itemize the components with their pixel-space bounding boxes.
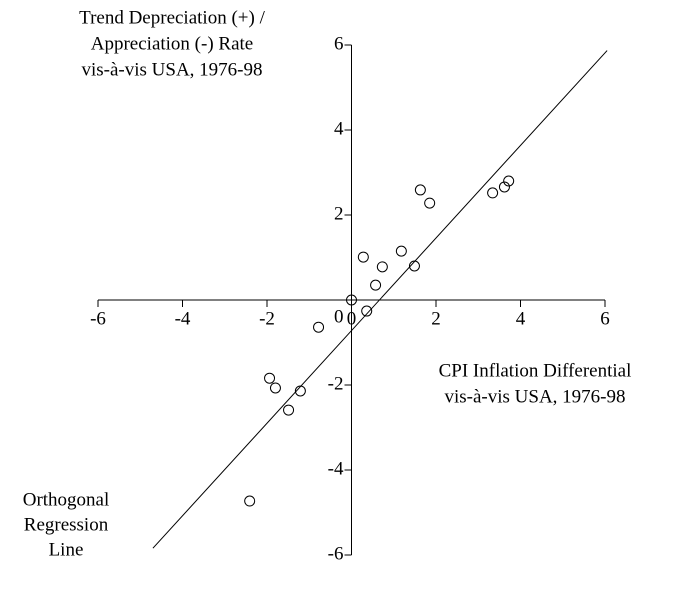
x-tick-label: -6 xyxy=(90,308,106,329)
point xyxy=(498,181,510,193)
point xyxy=(361,305,373,317)
regression-line xyxy=(152,50,608,549)
x-tick-label: -2 xyxy=(259,308,275,329)
point xyxy=(408,260,420,272)
point xyxy=(414,184,426,196)
y-tick-label: -6 xyxy=(328,543,344,564)
point xyxy=(370,279,382,291)
y-axis-title: vis-à-vis USA, 1976-98 xyxy=(81,59,262,80)
y-tick-label: -2 xyxy=(328,373,344,394)
x-axis-title: vis-à-vis USA, 1976-98 xyxy=(444,386,625,407)
y-tick-label: 0 xyxy=(334,306,344,327)
point xyxy=(503,175,515,187)
y-tick-label: 2 xyxy=(334,203,344,224)
x-tick-label: 0 xyxy=(347,308,357,329)
x-tick-label: 6 xyxy=(600,308,610,329)
point xyxy=(346,294,357,306)
point xyxy=(376,261,388,273)
y-axis-title: Trend Depreciation (+) / xyxy=(79,7,265,28)
x-tick-label: 4 xyxy=(516,308,526,329)
point xyxy=(357,251,369,263)
x-axis-title: CPI Inflation Differential xyxy=(439,360,632,381)
point xyxy=(244,495,256,507)
point xyxy=(294,385,306,397)
point xyxy=(269,382,281,394)
y-tick-label: -4 xyxy=(328,458,344,479)
y-tick-label: 4 xyxy=(334,118,344,139)
point xyxy=(395,245,407,257)
annotation: Orthogonal xyxy=(23,489,110,510)
annotation: Regression xyxy=(24,514,109,535)
point xyxy=(264,372,276,384)
annotation: Line xyxy=(49,539,84,560)
y-axis-title: Appreciation (-) Rate xyxy=(91,33,253,54)
y-tick-label: 6 xyxy=(334,33,344,54)
point xyxy=(283,404,295,416)
point xyxy=(487,187,499,199)
point xyxy=(424,197,436,209)
point xyxy=(313,321,325,333)
x-tick-label: 2 xyxy=(431,308,441,329)
x-tick-label: -4 xyxy=(175,308,191,329)
